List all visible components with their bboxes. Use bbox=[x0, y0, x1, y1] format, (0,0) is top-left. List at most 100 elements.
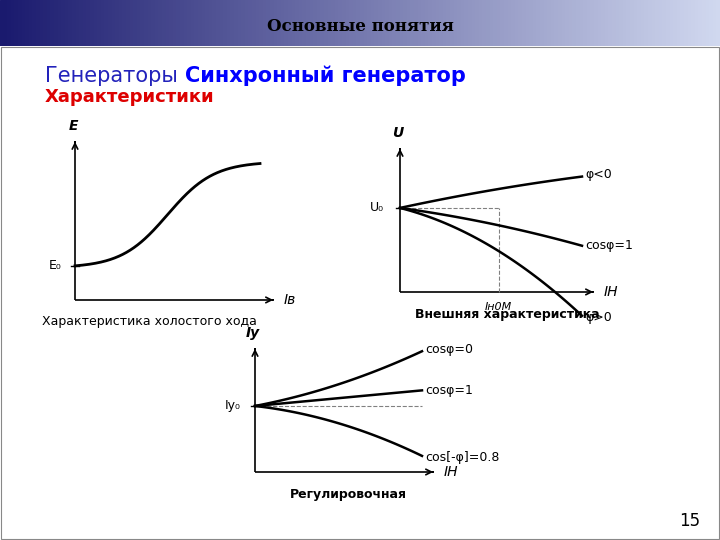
Bar bbox=[572, 0, 576, 46]
Bar bbox=[400, 0, 403, 46]
Bar bbox=[32, 0, 36, 46]
Bar bbox=[0, 0, 4, 46]
Bar bbox=[72, 0, 76, 46]
Bar bbox=[108, 0, 112, 46]
Text: Характеристики: Характеристики bbox=[45, 88, 215, 106]
Bar bbox=[677, 0, 680, 46]
Bar bbox=[18, 0, 22, 46]
Bar bbox=[281, 0, 284, 46]
Bar bbox=[79, 0, 83, 46]
Bar bbox=[259, 0, 263, 46]
Bar bbox=[367, 0, 371, 46]
Bar bbox=[583, 0, 587, 46]
Bar bbox=[302, 0, 306, 46]
Bar bbox=[378, 0, 382, 46]
Bar bbox=[245, 0, 248, 46]
Bar bbox=[716, 0, 720, 46]
Bar bbox=[212, 0, 216, 46]
Text: Iу₀: Iу₀ bbox=[225, 400, 241, 413]
Bar bbox=[551, 0, 554, 46]
Bar bbox=[662, 0, 666, 46]
Bar bbox=[162, 0, 166, 46]
Bar bbox=[670, 0, 673, 46]
Bar bbox=[338, 0, 342, 46]
Bar bbox=[439, 0, 443, 46]
Bar bbox=[274, 0, 277, 46]
Bar bbox=[644, 0, 648, 46]
Text: E: E bbox=[68, 119, 78, 133]
Bar bbox=[256, 0, 259, 46]
Bar bbox=[198, 0, 202, 46]
FancyBboxPatch shape bbox=[1, 47, 719, 539]
Bar bbox=[562, 0, 565, 46]
Bar bbox=[14, 0, 18, 46]
Bar bbox=[540, 0, 544, 46]
Bar bbox=[544, 0, 547, 46]
Bar bbox=[169, 0, 173, 46]
Bar bbox=[94, 0, 97, 46]
Bar bbox=[353, 0, 356, 46]
Bar bbox=[324, 0, 328, 46]
Text: Iв: Iв bbox=[284, 293, 296, 307]
Bar bbox=[396, 0, 400, 46]
Bar bbox=[709, 0, 713, 46]
Bar bbox=[634, 0, 637, 46]
Bar bbox=[288, 0, 292, 46]
Bar bbox=[421, 0, 425, 46]
Bar bbox=[364, 0, 367, 46]
Bar bbox=[266, 0, 270, 46]
Bar bbox=[194, 0, 198, 46]
Bar bbox=[47, 0, 50, 46]
Bar bbox=[122, 0, 126, 46]
Text: U: U bbox=[392, 126, 404, 140]
Bar bbox=[284, 0, 288, 46]
Bar bbox=[454, 0, 457, 46]
Bar bbox=[86, 0, 90, 46]
Bar bbox=[83, 0, 86, 46]
Bar bbox=[479, 0, 482, 46]
Bar bbox=[40, 0, 43, 46]
Bar bbox=[29, 0, 32, 46]
Bar bbox=[310, 0, 313, 46]
Bar bbox=[565, 0, 569, 46]
Bar bbox=[392, 0, 396, 46]
Bar bbox=[706, 0, 709, 46]
Bar bbox=[410, 0, 414, 46]
Bar bbox=[684, 0, 688, 46]
Text: U₀: U₀ bbox=[370, 201, 384, 214]
Text: Основные понятия: Основные понятия bbox=[266, 18, 454, 35]
Bar bbox=[241, 0, 245, 46]
Bar bbox=[612, 0, 616, 46]
Bar bbox=[306, 0, 310, 46]
Bar bbox=[97, 0, 101, 46]
Bar bbox=[90, 0, 94, 46]
Bar bbox=[331, 0, 335, 46]
Bar bbox=[601, 0, 605, 46]
Bar bbox=[688, 0, 691, 46]
Bar bbox=[630, 0, 634, 46]
Bar bbox=[155, 0, 158, 46]
Bar bbox=[346, 0, 349, 46]
Bar bbox=[547, 0, 551, 46]
Text: IН: IН bbox=[444, 465, 459, 479]
Bar bbox=[320, 0, 324, 46]
Text: IН: IН bbox=[604, 285, 618, 299]
Bar bbox=[184, 0, 187, 46]
Bar bbox=[515, 0, 518, 46]
Text: cos[-φ]=0.8: cos[-φ]=0.8 bbox=[425, 451, 500, 464]
Bar bbox=[626, 0, 630, 46]
Bar bbox=[130, 0, 133, 46]
Bar bbox=[418, 0, 421, 46]
Bar bbox=[655, 0, 659, 46]
Bar bbox=[536, 0, 540, 46]
Bar bbox=[270, 0, 274, 46]
Bar bbox=[554, 0, 558, 46]
Bar bbox=[248, 0, 252, 46]
Bar bbox=[292, 0, 295, 46]
Bar bbox=[623, 0, 626, 46]
Bar bbox=[504, 0, 508, 46]
Bar bbox=[580, 0, 583, 46]
Text: Iу: Iу bbox=[246, 326, 260, 340]
Bar bbox=[500, 0, 504, 46]
Bar bbox=[482, 0, 486, 46]
